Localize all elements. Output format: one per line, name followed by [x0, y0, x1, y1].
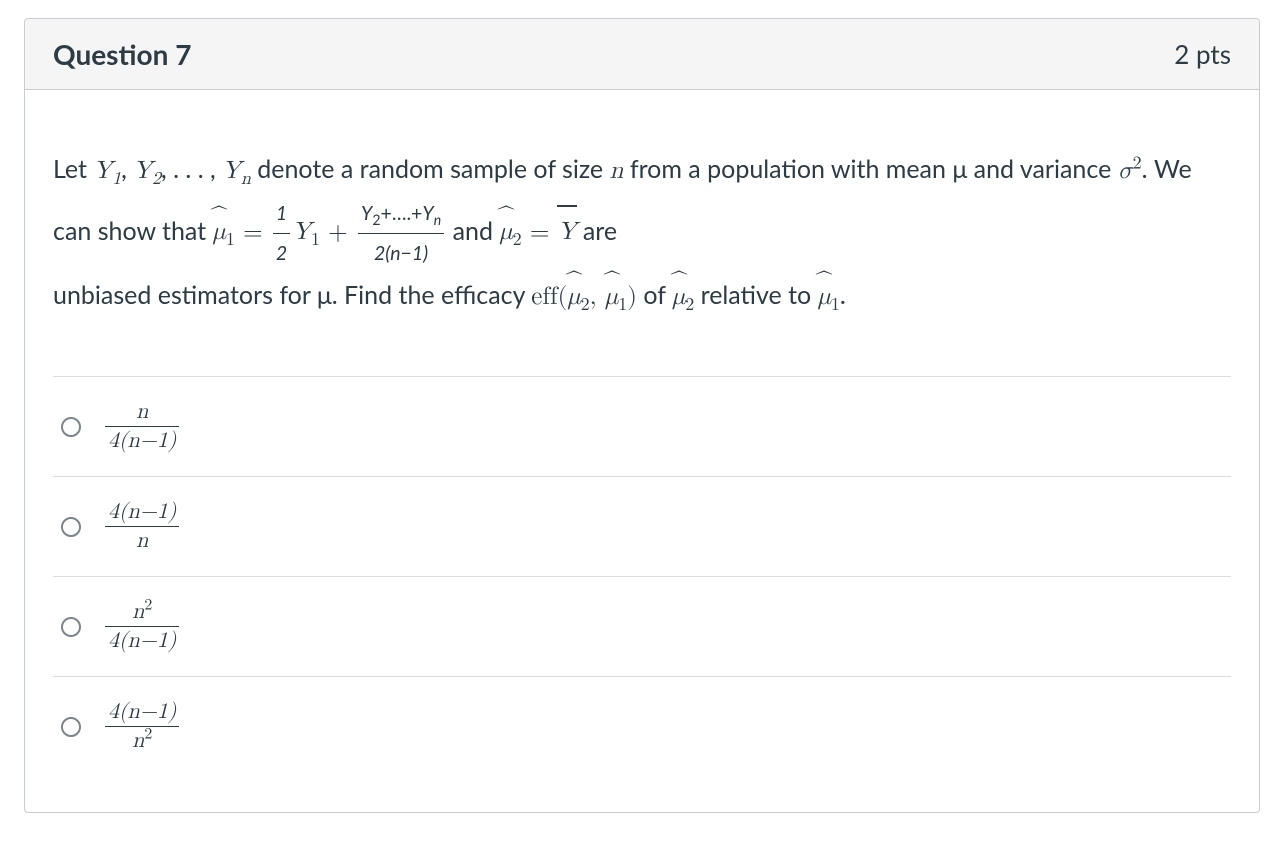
text: Let — [53, 154, 93, 184]
question-points: 2 pts — [1174, 38, 1231, 70]
mu-hat-2: μ2 — [499, 219, 521, 244]
radio-icon[interactable] — [61, 717, 81, 737]
answer-label: 4(n−1) n2 — [103, 699, 181, 754]
text: relative to — [694, 280, 817, 310]
eq: = — [522, 219, 558, 244]
question-title: Question 7 — [53, 37, 191, 71]
mu-hat-1c: μ1 — [818, 284, 840, 309]
page-root: Question 7 2 pts Let Y1, Y2, . . . , Yn … — [0, 0, 1284, 848]
text: unbiased estimators for μ. Find the effi… — [53, 280, 531, 310]
text: , . . . , — [161, 154, 222, 184]
text: denote a random sample of size — [251, 154, 610, 184]
var-sigma-sq: σ2 — [1118, 158, 1142, 183]
eq: = — [235, 219, 271, 244]
text: and — [446, 215, 499, 245]
radio-icon[interactable] — [61, 517, 81, 537]
question-prompt: Let Y1, Y2, . . . , Yn denote a random s… — [53, 146, 1231, 320]
text: of — [637, 280, 672, 310]
y-bar: Y — [558, 219, 577, 244]
plus: + — [320, 219, 356, 244]
frac-half: 12 — [273, 195, 290, 272]
text: , — [121, 154, 133, 184]
var-n: n — [610, 158, 624, 183]
question-header: Question 7 2 pts — [25, 19, 1259, 90]
mu-hat-2c: μ2 — [672, 284, 694, 309]
question-card: Question 7 2 pts Let Y1, Y2, . . . , Yn … — [24, 18, 1260, 813]
answer-option[interactable]: 4(n−1) n2 — [53, 677, 1231, 776]
radio-icon[interactable] — [61, 417, 81, 437]
question-body: Let Y1, Y2, . . . , Yn denote a random s… — [25, 90, 1259, 812]
paren-close: ) — [627, 284, 637, 309]
eff-label: eff — [531, 284, 557, 309]
frac-big: Y2+….+Yn2(n−1) — [358, 195, 444, 272]
mu-hat-2b: μ2 — [567, 284, 589, 309]
radio-icon[interactable] — [61, 617, 81, 637]
var-Y1b: Y1 — [292, 219, 320, 244]
text: from a population with mean μ and varian… — [623, 154, 1117, 184]
answer-label: n2 4(n−1) — [103, 599, 181, 654]
var-Yn: Yn — [222, 158, 251, 183]
answer-label: n 4(n−1) — [103, 399, 181, 454]
answer-label: 4(n−1) n — [103, 499, 181, 554]
var-Y1: Y1 — [93, 158, 121, 183]
text: . — [840, 280, 846, 310]
mu-hat-1b: μ1 — [605, 284, 627, 309]
answer-list: n 4(n−1) 4(n−1) n — [53, 376, 1231, 776]
comma: , — [590, 284, 605, 309]
text: are — [576, 215, 617, 245]
answer-option[interactable]: n 4(n−1) — [53, 376, 1231, 477]
answer-option[interactable]: 4(n−1) n — [53, 477, 1231, 577]
mu-hat-1: μ1 — [213, 219, 235, 244]
answer-option[interactable]: n2 4(n−1) — [53, 577, 1231, 677]
var-Y2: Y2 — [133, 158, 161, 183]
